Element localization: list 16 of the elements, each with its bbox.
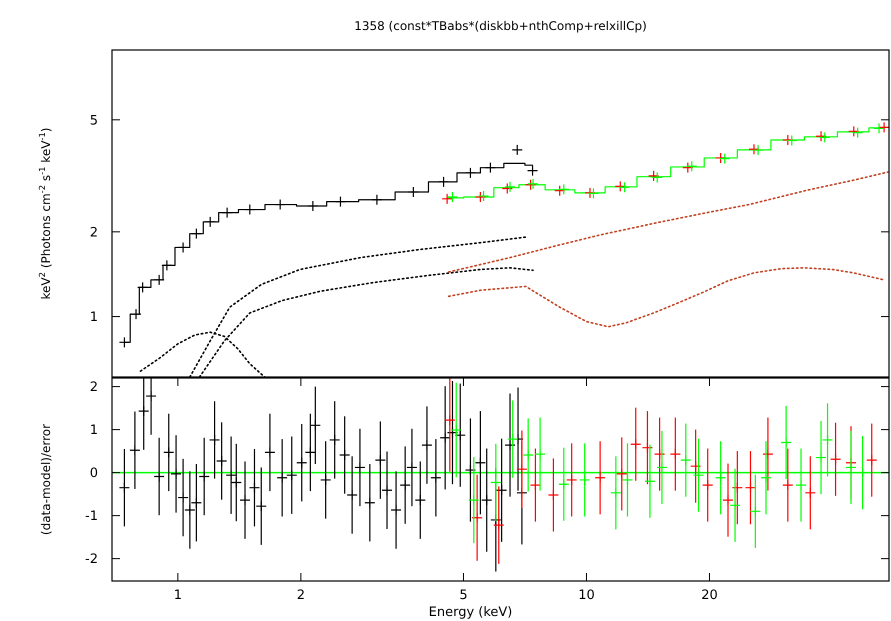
chart-title: 1358 (const*TBabs*(diskbb+nthComp+relxillCp) [354,19,647,33]
y-axis-title: (data-model)/error [39,424,53,536]
x-tick-label: 2 [296,588,305,603]
x-tick-label: 5 [459,588,468,603]
y-tick-label: 1 [90,423,98,438]
y-tick-label: 1 [90,310,98,326]
x-tick-label: 1 [174,588,182,603]
y-tick-label: -2 [85,552,98,568]
y-tick-label: 2 [90,380,98,396]
x-axis-title: Energy (keV) [428,605,512,620]
y-tick-label: 2 [90,225,98,240]
x-tick-label: 20 [701,588,718,603]
x-tick-label: 10 [578,588,595,603]
y-tick-label: 0 [90,466,98,482]
y-tick-label: 5 [90,113,98,128]
y-tick-label: -1 [85,509,98,524]
